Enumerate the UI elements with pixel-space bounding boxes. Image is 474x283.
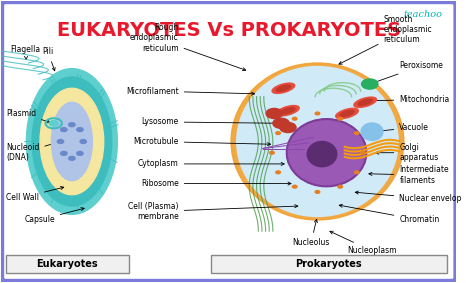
Ellipse shape bbox=[27, 69, 118, 214]
Text: Smooth
endoplasmic
reticulum: Smooth endoplasmic reticulum bbox=[339, 14, 432, 64]
Text: Prokaryotes: Prokaryotes bbox=[295, 259, 362, 269]
Circle shape bbox=[315, 112, 320, 115]
Circle shape bbox=[276, 171, 280, 174]
Text: Nucleolus: Nucleolus bbox=[292, 219, 330, 247]
Circle shape bbox=[80, 140, 86, 143]
Ellipse shape bbox=[277, 106, 299, 116]
Text: Golgi
apparatus: Golgi apparatus bbox=[376, 143, 438, 162]
Ellipse shape bbox=[51, 102, 92, 181]
Text: Peroxisome: Peroxisome bbox=[373, 61, 443, 83]
Circle shape bbox=[61, 128, 67, 132]
Text: Cytoplasm: Cytoplasm bbox=[138, 159, 284, 168]
FancyBboxPatch shape bbox=[1, 1, 456, 282]
Text: Microfilament: Microfilament bbox=[126, 87, 255, 96]
Text: Capsule: Capsule bbox=[24, 208, 84, 224]
Circle shape bbox=[280, 123, 296, 132]
Circle shape bbox=[266, 108, 283, 119]
Circle shape bbox=[355, 171, 359, 174]
Ellipse shape bbox=[340, 110, 354, 117]
Circle shape bbox=[276, 132, 280, 134]
Circle shape bbox=[273, 118, 289, 128]
Text: Nucleoid
(DNA): Nucleoid (DNA) bbox=[6, 142, 57, 162]
Circle shape bbox=[61, 151, 67, 155]
Ellipse shape bbox=[336, 108, 358, 119]
Circle shape bbox=[338, 117, 342, 120]
Text: Intermediate
filaments: Intermediate filaments bbox=[369, 166, 449, 185]
Circle shape bbox=[361, 151, 365, 154]
Circle shape bbox=[362, 79, 378, 89]
Ellipse shape bbox=[287, 119, 366, 186]
Text: Cell (Plasma)
membrane: Cell (Plasma) membrane bbox=[128, 202, 298, 221]
Ellipse shape bbox=[272, 83, 295, 93]
Ellipse shape bbox=[32, 77, 112, 206]
Ellipse shape bbox=[237, 67, 398, 216]
Circle shape bbox=[292, 117, 297, 120]
Text: Rough
endoplasmic
reticulum: Rough endoplasmic reticulum bbox=[130, 23, 246, 71]
Circle shape bbox=[315, 190, 320, 193]
Ellipse shape bbox=[307, 142, 337, 167]
FancyBboxPatch shape bbox=[6, 255, 129, 273]
Ellipse shape bbox=[276, 85, 291, 91]
Text: Nucleoplasm: Nucleoplasm bbox=[330, 231, 397, 255]
Ellipse shape bbox=[281, 108, 295, 114]
Text: Lysosome: Lysosome bbox=[142, 117, 277, 127]
Circle shape bbox=[270, 151, 274, 154]
Text: Microtubule: Microtubule bbox=[133, 137, 271, 146]
Text: Flagella: Flagella bbox=[10, 44, 41, 59]
Circle shape bbox=[69, 123, 75, 127]
Text: Chromatin: Chromatin bbox=[339, 204, 439, 224]
Circle shape bbox=[292, 185, 297, 188]
Circle shape bbox=[49, 121, 58, 126]
Text: Ribosome: Ribosome bbox=[141, 179, 291, 188]
Ellipse shape bbox=[361, 123, 383, 140]
Text: teachoo: teachoo bbox=[403, 10, 443, 19]
Text: Mitochondria: Mitochondria bbox=[369, 95, 449, 104]
Ellipse shape bbox=[354, 97, 376, 108]
Text: Pili: Pili bbox=[42, 47, 55, 71]
Text: Nuclear envelop: Nuclear envelop bbox=[355, 191, 462, 203]
Text: Eukaryotes: Eukaryotes bbox=[36, 259, 98, 269]
Ellipse shape bbox=[40, 88, 104, 195]
Circle shape bbox=[338, 185, 342, 188]
Text: Cell Wall: Cell Wall bbox=[6, 186, 64, 202]
Ellipse shape bbox=[358, 99, 373, 105]
Text: EUKARYOTES Vs PROKARYOTES: EUKARYOTES Vs PROKARYOTES bbox=[57, 21, 401, 40]
Circle shape bbox=[77, 128, 83, 132]
Circle shape bbox=[69, 156, 75, 160]
Ellipse shape bbox=[231, 63, 404, 220]
Text: Vacuole: Vacuole bbox=[376, 123, 429, 132]
FancyBboxPatch shape bbox=[210, 255, 447, 273]
Circle shape bbox=[355, 132, 359, 134]
Text: Plasmid: Plasmid bbox=[6, 109, 50, 123]
Circle shape bbox=[77, 151, 83, 155]
Circle shape bbox=[57, 140, 64, 143]
